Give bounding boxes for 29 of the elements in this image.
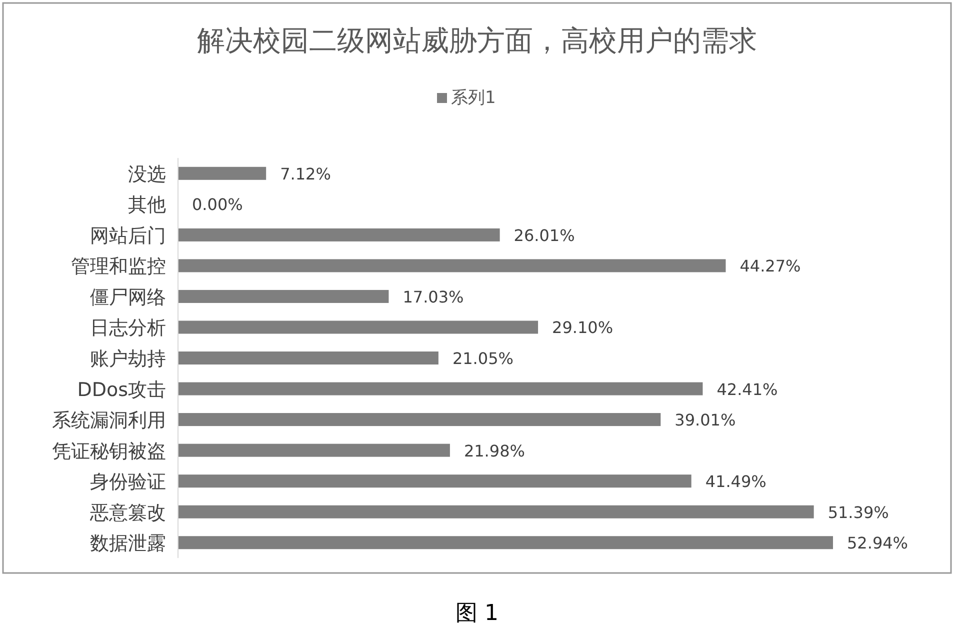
data-label: 41.49% [705,472,766,492]
y-tick-label: 数据泄露 [90,532,166,555]
y-tick-label: 账户劫持 [90,348,166,370]
data-label: 51.39% [828,502,889,522]
data-label: 29.10% [552,318,614,338]
data-label: 39.01% [674,410,736,430]
y-tick-label: 系统漏洞利用 [52,410,166,432]
title: 解决校园二级网站威胁方面，高校用户的需求 [197,24,757,57]
y-tick-label: 日志分析 [90,317,166,340]
y-tick-label: 管理和监控 [71,256,166,278]
y-tick-label: 网站后门 [90,224,166,247]
data-label: 26.01% [514,226,575,245]
data-label: 7.12% [280,164,331,184]
y-tick-label: DDos攻击 [77,378,166,401]
y-tick-label: 其他 [128,194,166,216]
caption: 图 1 [456,601,498,626]
data-label: 44.27% [740,256,801,276]
y-tick-label: 身份验证 [90,471,166,494]
y-tick-label: 凭证秘钥被盗 [52,440,166,462]
data-label: 0.00% [192,195,243,214]
data-label: 42.41% [716,380,778,399]
data-label: 21.98% [464,441,525,460]
data-label: 17.03% [402,287,464,306]
y-tick-label: 恶意篡改 [89,502,166,524]
y-tick-label: 没选 [128,163,166,186]
legend-label: 系列1 [451,88,496,108]
data-label: 21.05% [452,349,514,368]
y-tick-label: 僵尸网络 [90,286,166,308]
data-label: 52.94% [847,534,908,553]
